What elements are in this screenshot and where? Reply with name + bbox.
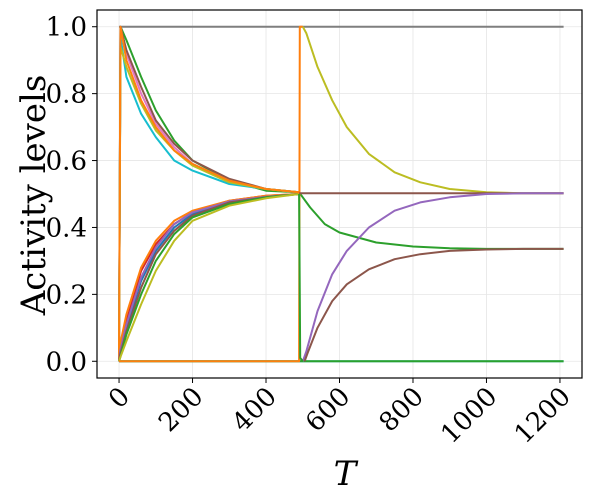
y-tick-label: 1.0 (46, 13, 87, 43)
y-axis-label: Activity levels (14, 75, 54, 317)
y-tick-label: 0.4 (46, 213, 87, 243)
series-line-15 (118, 193, 300, 362)
series-line-8 (118, 25, 300, 362)
series-line-19 (301, 192, 564, 362)
series-lines (118, 25, 564, 363)
y-tick-label: 0.2 (46, 280, 87, 310)
y-tick-label: 0.6 (46, 147, 87, 177)
y-tick-label: 0.8 (46, 80, 87, 110)
series-line-20 (303, 247, 564, 362)
series-line-14 (118, 193, 300, 362)
y-tick-label: 0.0 (46, 347, 87, 377)
series-line-21 (298, 193, 304, 362)
x-axis-label: T (334, 454, 359, 494)
